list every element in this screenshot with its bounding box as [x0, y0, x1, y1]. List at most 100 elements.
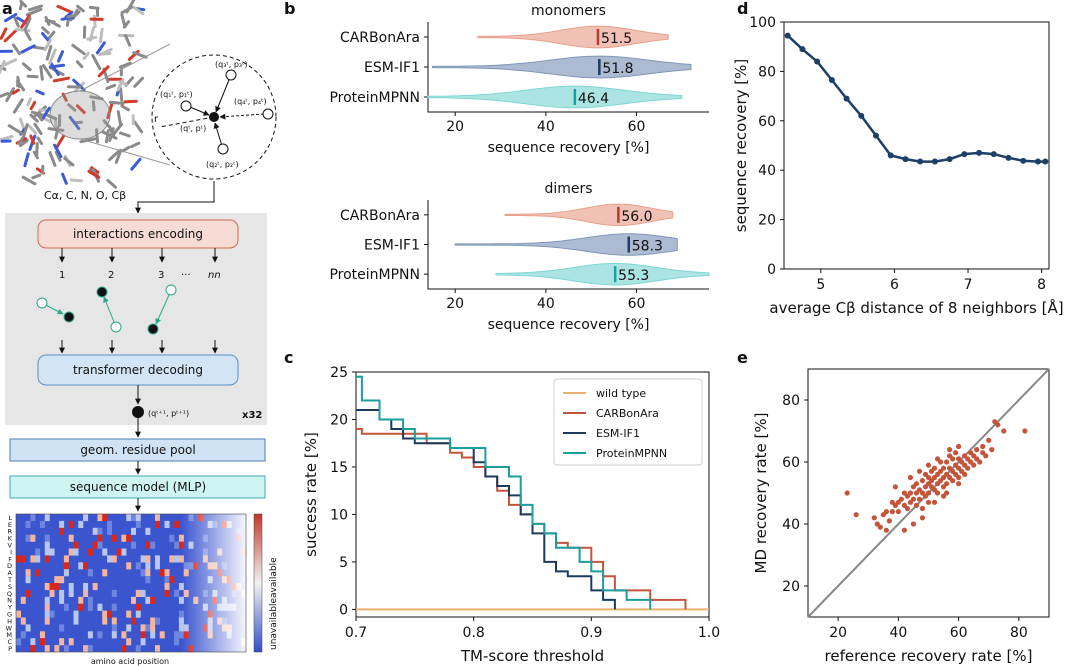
- heatmap-cell: [174, 631, 180, 639]
- heatmap-cell: [178, 631, 184, 639]
- x-tick-label: 7: [964, 277, 973, 293]
- bond-stick: [3, 58, 18, 67]
- bond-stick: [27, 124, 38, 135]
- heatmap-cell: [131, 617, 136, 625]
- data-point: [974, 447, 980, 453]
- heatmap-cell: [30, 638, 36, 646]
- bond-stick: [121, 145, 131, 153]
- heatmap-cell: [121, 548, 127, 556]
- heatmap-cell: [68, 638, 74, 646]
- heatmap-cell: [63, 645, 69, 653]
- series-line: [356, 409, 616, 610]
- heatmap-cell: [145, 576, 151, 584]
- interaction-index-arrows: [59, 248, 218, 263]
- heatmap-cell: [121, 631, 127, 639]
- bond-stick: [20, 44, 36, 54]
- bond-stick: [29, 113, 39, 123]
- protein-structure-illustration: [0, 0, 148, 189]
- heatmap-cell: [145, 624, 151, 632]
- bond-stick: [33, 122, 43, 135]
- data-point: [961, 151, 968, 158]
- bond-stick: [44, 15, 51, 26]
- heatmap-cell: [30, 645, 36, 653]
- x-axis-label: average Cβ distance of 8 neighbors [Å]: [769, 298, 1063, 317]
- heatmap-row-label: H: [7, 617, 12, 625]
- bond-stick: [54, 134, 66, 150]
- heatmap-cell: [174, 520, 180, 528]
- data-point: [971, 462, 977, 468]
- data-point: [913, 481, 920, 487]
- heatmap-cell: [135, 520, 141, 528]
- md-recovery-scatter: 20 40 60 80 20 40 60 80 reference recovery rate …: [752, 368, 1050, 665]
- heatmap-cell: [131, 527, 136, 535]
- heatmap-cell: [35, 548, 41, 556]
- heatmap-cell: [83, 589, 89, 597]
- x-tick-label: 0.9: [580, 625, 602, 641]
- bond-stick: [43, 39, 52, 52]
- data-point: [873, 132, 880, 139]
- data-point: [931, 499, 938, 505]
- bond-stick: [38, 114, 53, 124]
- violin-xlabel: sequence recovery [%]: [488, 140, 650, 156]
- heatmap-cell: [30, 555, 36, 563]
- neighbor-label-1: (q₁ᵗ, p₁ᵗ): [160, 90, 193, 99]
- heatmap-cell: [63, 603, 69, 611]
- heatmap-cell: [178, 624, 184, 632]
- bond-stick: [40, 106, 51, 122]
- heatmap-cell: [59, 596, 65, 604]
- heatmap-row-label: A: [8, 569, 13, 577]
- heatmap-row-label: L: [8, 514, 12, 522]
- heatmap-cell: [111, 603, 117, 611]
- heatmap-cell: [73, 610, 79, 618]
- heatmap-cell: [111, 555, 117, 563]
- heatmap-cell: [63, 569, 69, 577]
- neighbor-node-4: [262, 108, 274, 120]
- heatmap-cell: [164, 569, 170, 577]
- heatmap-cell: [140, 569, 146, 577]
- heatmap-cell: [126, 514, 132, 522]
- heatmap-cell: [145, 527, 151, 535]
- heatmap-cell: [35, 555, 41, 563]
- heatmap-cell: [78, 603, 84, 611]
- heatmap-cell: [59, 520, 65, 528]
- series-line: [786, 34, 1046, 163]
- heatmap-row-label: W: [6, 624, 13, 632]
- heatmap-cell: [83, 562, 89, 570]
- y-tick-label: 15: [330, 460, 348, 476]
- bond-stick: [14, 28, 31, 33]
- heatmap-cell: [140, 624, 146, 632]
- data-point: [887, 152, 894, 159]
- data-point: [784, 32, 791, 39]
- median-label: 46.4: [578, 91, 609, 107]
- heatmap-cell: [140, 555, 146, 563]
- heatmap-cell: [174, 555, 180, 563]
- violin-body: [454, 233, 678, 256]
- bond-stick: [120, 104, 130, 112]
- heatmap-cell: [68, 534, 74, 542]
- heatmap-cell: [107, 610, 113, 618]
- decoder-input-arrows: [59, 340, 218, 354]
- neighbor-node-1: [180, 100, 192, 112]
- heatmap-frame: [15, 513, 247, 653]
- index-ellipsis: ···: [181, 270, 191, 281]
- heatmap-cell: [131, 596, 136, 604]
- interaction-glyphs: [36, 284, 177, 335]
- panel-e: e 20 40 60 80 20 40 60 80 reference recovery rat…: [737, 348, 1050, 665]
- data-point: [953, 450, 959, 456]
- heatmap-row-label: G: [7, 611, 12, 619]
- bond-stick: [92, 14, 97, 28]
- data-point: [956, 474, 962, 481]
- heatmap-cell: [87, 569, 93, 577]
- y-tick-label: 0: [339, 602, 348, 618]
- bond-stick: [0, 60, 6, 75]
- x-tick-label: 40: [537, 119, 555, 135]
- bond-stick: [133, 120, 144, 134]
- category-label: CARBonAra: [340, 30, 420, 46]
- index-2: 2: [108, 270, 114, 281]
- heatmap-cell: [169, 555, 175, 563]
- heatmap-cell: [102, 514, 108, 522]
- heatmap-cell: [164, 583, 170, 591]
- bond-stick: [26, 74, 39, 79]
- bond-stick: [120, 13, 127, 29]
- bond-stick: [0, 27, 8, 40]
